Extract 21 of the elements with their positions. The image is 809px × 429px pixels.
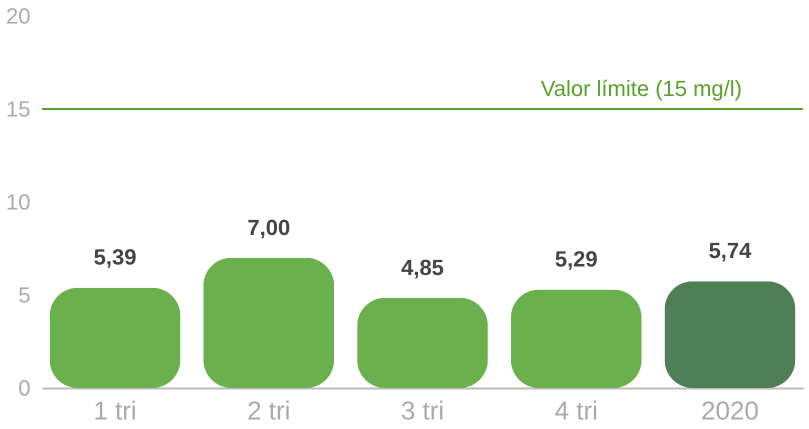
bar xyxy=(203,258,334,388)
ref-line-label: Valor límite (15 mg/l) xyxy=(540,76,742,101)
data-label: 5,29 xyxy=(554,246,598,272)
bar xyxy=(50,288,180,388)
x-tick-label: 3 tri xyxy=(400,396,444,426)
bar xyxy=(664,281,796,388)
data-label: 5,74 xyxy=(708,238,752,264)
y-tick-label: 15 xyxy=(6,96,30,122)
x-tick-label: 2 tri xyxy=(247,396,290,426)
y-tick-label: 20 xyxy=(6,4,30,28)
x-tick-label: 1 tri xyxy=(93,396,137,426)
x-tick-label: 2020 xyxy=(701,396,759,426)
bar xyxy=(510,290,642,388)
bar xyxy=(357,298,488,388)
y-tick-label: 10 xyxy=(6,190,30,214)
x-tick-label: 4 tri xyxy=(554,396,598,426)
data-label: 5,39 xyxy=(94,244,136,270)
y-tick-label: 5 xyxy=(18,282,30,308)
data-label: 7,00 xyxy=(247,214,290,240)
data-label: 4,85 xyxy=(401,254,444,280)
y-tick-label: 0 xyxy=(18,376,30,400)
